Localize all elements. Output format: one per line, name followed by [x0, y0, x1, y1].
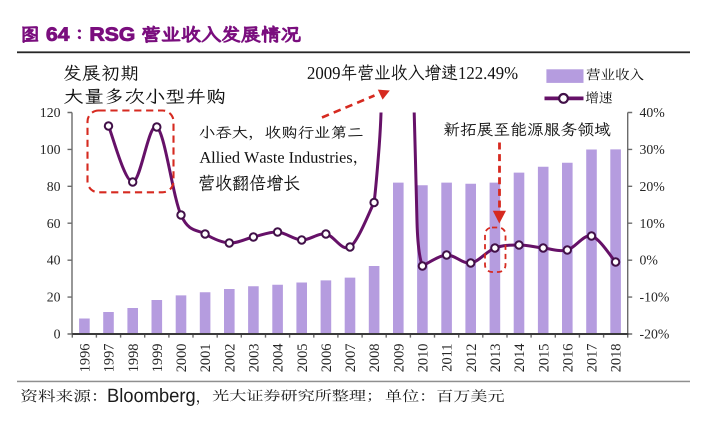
svg-text:2013: 2013: [488, 344, 504, 373]
svg-text:20%: 20%: [640, 179, 666, 194]
svg-text:2017: 2017: [585, 344, 601, 373]
svg-text:120: 120: [40, 105, 61, 120]
svg-text:0: 0: [54, 327, 61, 342]
svg-text:1998: 1998: [126, 344, 142, 373]
svg-text:10%: 10%: [640, 216, 666, 231]
svg-text:2016: 2016: [560, 344, 576, 373]
svg-text:2012: 2012: [464, 344, 480, 373]
svg-text:1996: 1996: [78, 344, 94, 373]
svg-text:100: 100: [40, 142, 61, 157]
svg-text:2011: 2011: [440, 344, 456, 372]
svg-text:2015: 2015: [536, 344, 552, 373]
svg-text:2004: 2004: [271, 344, 287, 373]
svg-text:2000: 2000: [174, 344, 190, 373]
svg-text:40: 40: [47, 253, 61, 268]
svg-text:2010: 2010: [416, 344, 432, 373]
svg-text:2003: 2003: [247, 344, 263, 373]
svg-text:60: 60: [47, 216, 61, 231]
svg-text:2005: 2005: [295, 344, 311, 373]
svg-text:20: 20: [47, 290, 61, 305]
svg-text:2007: 2007: [343, 344, 359, 373]
svg-text:2008: 2008: [367, 344, 383, 373]
svg-text:2014: 2014: [512, 344, 528, 373]
svg-text:2018: 2018: [609, 344, 625, 373]
svg-text:-20%: -20%: [640, 327, 670, 342]
svg-text:80: 80: [47, 179, 61, 194]
svg-text:40%: 40%: [640, 105, 666, 120]
svg-text:-10%: -10%: [640, 290, 670, 305]
svg-text:2006: 2006: [319, 344, 335, 373]
svg-text:1999: 1999: [150, 344, 166, 373]
svg-text:0%: 0%: [640, 253, 659, 268]
svg-text:2001: 2001: [198, 344, 214, 373]
svg-text:1997: 1997: [102, 344, 118, 373]
svg-text:30%: 30%: [640, 142, 666, 157]
svg-text:2002: 2002: [222, 344, 238, 373]
svg-text:2009: 2009: [391, 344, 407, 373]
